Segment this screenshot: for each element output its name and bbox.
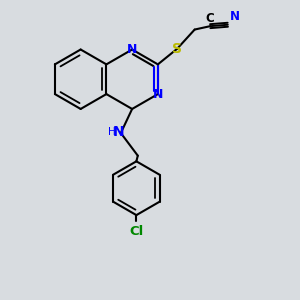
Text: C: C <box>206 12 214 25</box>
Text: Cl: Cl <box>129 225 143 238</box>
Text: N: N <box>153 88 163 100</box>
Text: H: H <box>108 127 116 136</box>
Text: N: N <box>230 10 240 23</box>
Text: N: N <box>127 43 137 56</box>
Text: S: S <box>172 42 182 56</box>
Text: N: N <box>113 125 124 140</box>
